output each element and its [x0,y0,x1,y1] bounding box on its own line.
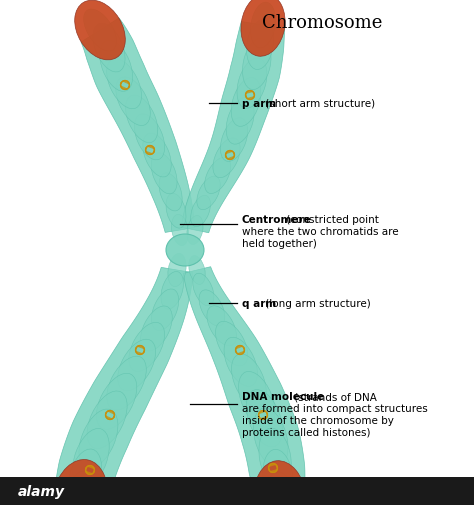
Ellipse shape [187,216,203,245]
Text: held together): held together) [242,239,317,248]
Text: DNA molecule: DNA molecule [242,391,324,401]
Ellipse shape [220,119,247,162]
Ellipse shape [107,60,142,110]
Text: Chromosome: Chromosome [262,14,383,32]
Ellipse shape [231,78,261,127]
Ellipse shape [205,158,231,194]
Ellipse shape [166,234,204,267]
Text: proteins called histones): proteins called histones) [242,427,370,437]
Ellipse shape [151,154,177,194]
Ellipse shape [100,41,133,92]
Polygon shape [55,268,193,503]
Polygon shape [81,19,195,233]
Ellipse shape [213,138,240,178]
Ellipse shape [161,272,183,310]
Text: (strands of DNA: (strands of DNA [291,391,377,401]
Ellipse shape [83,10,117,52]
Ellipse shape [53,460,108,505]
Ellipse shape [250,3,275,49]
Ellipse shape [166,194,186,229]
Ellipse shape [140,307,172,351]
Ellipse shape [199,290,225,326]
Ellipse shape [224,337,257,387]
Ellipse shape [226,98,254,145]
Ellipse shape [246,21,273,70]
Text: where the two chromatids are: where the two chromatids are [242,227,398,237]
Ellipse shape [246,390,283,447]
Polygon shape [181,22,285,233]
Ellipse shape [197,177,220,210]
Ellipse shape [207,306,237,346]
Ellipse shape [68,449,101,505]
Ellipse shape [241,0,285,57]
Text: (long arm structure): (long arm structure) [263,298,371,308]
Ellipse shape [87,391,127,449]
Ellipse shape [143,134,171,178]
Ellipse shape [159,173,182,212]
Text: q arm: q arm [242,298,276,308]
Ellipse shape [75,1,125,61]
Ellipse shape [231,355,266,407]
Text: inside of the chromosome by: inside of the chromosome by [242,416,393,425]
Text: (short arm structure): (short arm structure) [263,98,375,109]
Ellipse shape [152,289,179,331]
Ellipse shape [189,256,205,285]
Text: (constricted point: (constricted point [283,215,379,225]
Text: alamy: alamy [18,484,65,498]
Text: p arm: p arm [242,98,276,109]
Ellipse shape [79,409,118,468]
Ellipse shape [193,274,214,306]
Ellipse shape [118,339,155,391]
Text: are formed into compact structures: are formed into compact structures [242,403,428,414]
Ellipse shape [135,115,164,161]
Ellipse shape [266,472,294,505]
Ellipse shape [243,39,271,90]
Ellipse shape [191,196,210,227]
Ellipse shape [107,357,146,411]
Ellipse shape [237,59,267,109]
Polygon shape [183,267,305,500]
Ellipse shape [238,372,275,427]
Ellipse shape [259,428,292,487]
Ellipse shape [172,215,189,246]
Ellipse shape [73,429,109,488]
Ellipse shape [254,408,288,467]
Ellipse shape [126,96,158,143]
Ellipse shape [254,461,306,505]
Ellipse shape [93,24,125,73]
Ellipse shape [65,471,95,505]
Bar [0,477,474,505]
Ellipse shape [116,78,150,126]
Text: Centromere: Centromere [242,215,311,225]
Ellipse shape [216,322,248,366]
Ellipse shape [129,323,164,372]
Ellipse shape [96,374,137,430]
Ellipse shape [263,449,293,505]
Ellipse shape [168,254,186,287]
